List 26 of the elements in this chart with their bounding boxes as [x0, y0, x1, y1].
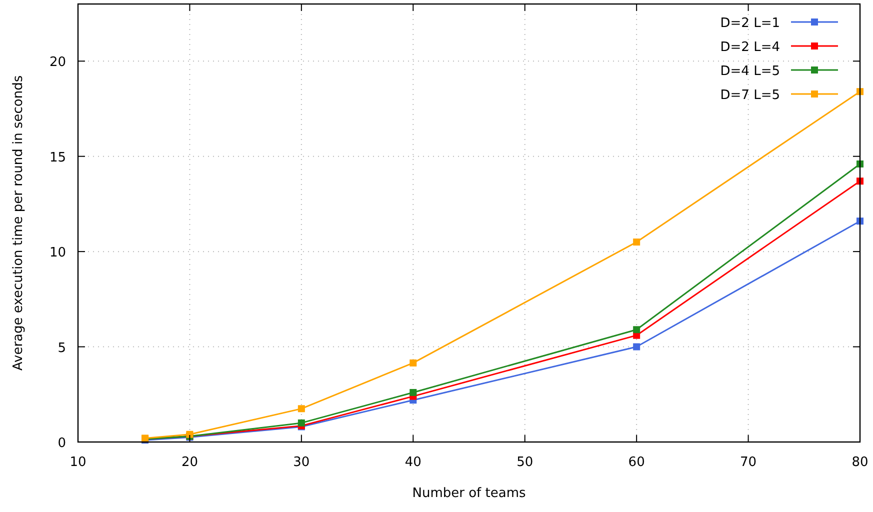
point [298, 419, 305, 426]
y-tick-label: 0 [58, 436, 66, 451]
point [633, 238, 640, 246]
legend-label: D=4 L=5 [720, 64, 780, 79]
legend-label: D=2 L=1 [720, 16, 780, 31]
y-axis-title: Average execution time per round in seconds [11, 75, 26, 371]
x-tick-label: 50 [516, 455, 534, 470]
x-axis-title: Number of teams [412, 486, 526, 501]
y-tick-label: 15 [49, 150, 66, 166]
x-tick-label: 30 [293, 455, 310, 470]
point [410, 359, 417, 366]
point [298, 405, 305, 412]
legend-label: D=2 L=4 [720, 40, 780, 55]
point [410, 388, 417, 396]
y-tick-label: 20 [49, 55, 66, 70]
x-tick-label: 80 [852, 455, 868, 470]
y-tick-label: 10 [49, 246, 66, 261]
x-tick-label: 40 [404, 455, 422, 470]
point [633, 343, 640, 350]
x-tick-label: 10 [70, 455, 86, 470]
legend-label: D=7 L=5 [720, 88, 780, 103]
y-tick-label: 5 [58, 340, 66, 356]
x-tick-label: 70 [740, 455, 757, 470]
x-tick-label: 20 [181, 455, 198, 470]
point [633, 326, 640, 334]
x-tick-label: 60 [628, 455, 645, 470]
